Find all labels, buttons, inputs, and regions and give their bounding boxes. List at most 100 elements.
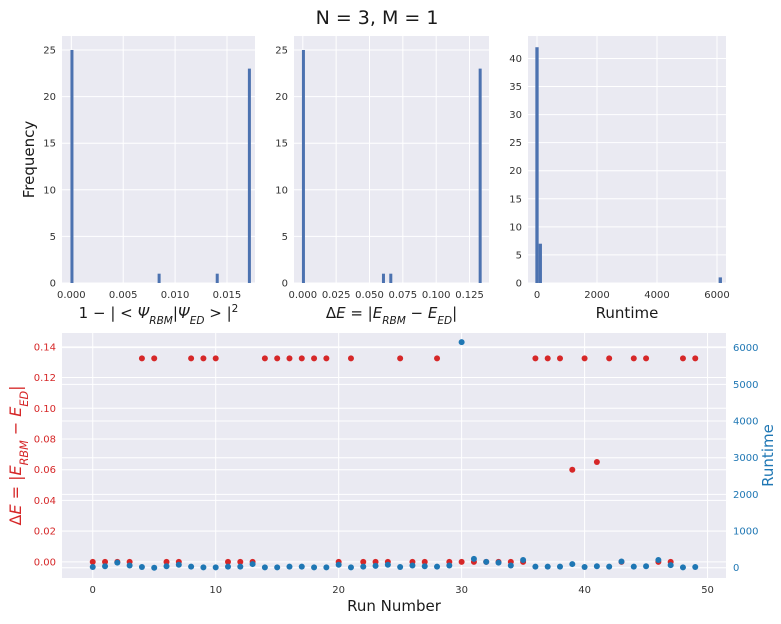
runtime-point [520, 557, 527, 564]
x-tick-label: 4000 [644, 290, 669, 301]
y-tick-label: 25 [43, 45, 56, 56]
histogram-bar [535, 47, 539, 284]
x-tick-label: 0.000 [288, 290, 317, 301]
y-tick-label: 15 [275, 139, 288, 150]
energy-error-point [261, 355, 268, 362]
x-axis-label: 1 − | < ΨRBM|ΨED > |2 [79, 303, 239, 327]
y-tick-label: 5 [50, 232, 56, 243]
histogram-bar [381, 273, 385, 283]
runtime-point [679, 564, 686, 571]
y-tick-label: 10 [275, 185, 288, 196]
energy-error-point [593, 459, 600, 466]
energy-error-point [163, 558, 170, 565]
energy-error-point [298, 355, 305, 362]
y-tick-label-right: 3000 [733, 453, 758, 464]
runtime-point [212, 564, 219, 571]
energy-error-point [89, 558, 96, 565]
x-tick-label: 40 [578, 585, 591, 596]
y-tick-label: 15 [509, 194, 522, 205]
runtime-point [557, 563, 563, 570]
runtime-point [458, 339, 465, 346]
runtime-point [643, 563, 650, 570]
plot-area [528, 36, 726, 283]
histogram-energy-error: 0.000 0.025 0.050 0.075 0.100 0.125 0 5 10 15 20 25… [275, 36, 489, 327]
energy-error-point [581, 355, 588, 362]
energy-error-point [643, 355, 650, 362]
y-tick-label: 20 [43, 92, 56, 103]
runtime-point [347, 564, 354, 571]
runtime-point [470, 555, 477, 562]
runtime-point [581, 563, 588, 570]
x-tick-label: 0.010 [161, 290, 190, 301]
y-tick-label-right: 2000 [733, 490, 758, 501]
figure-title: N = 3, M = 1 [316, 7, 439, 29]
runtime-point [200, 564, 207, 571]
y-tick-label: 5 [516, 250, 522, 261]
runtime-point [249, 561, 256, 568]
y-tick-label: 10 [43, 185, 56, 196]
energy-error-point [151, 355, 158, 362]
energy-error-point [311, 355, 318, 362]
x-tick-label: 0 [534, 290, 540, 301]
energy-error-point [606, 355, 613, 362]
energy-error-point [274, 355, 281, 362]
y-tick-label-left: 0.08 [34, 434, 56, 445]
histogram-bar [389, 273, 393, 283]
energy-error-point [323, 355, 330, 362]
x-tick-label: 0.025 [322, 290, 351, 301]
y-tick-label-right: 6000 [733, 343, 758, 354]
runtime-point [298, 563, 305, 570]
runtime-point [409, 562, 416, 569]
energy-error-point [138, 355, 145, 362]
histogram-fidelity: 0.000 0.005 0.010 0.015 0 5 10 15 20 25 1 − | < ΨR… [20, 36, 255, 327]
runtime-point [544, 563, 551, 570]
energy-error-point [544, 355, 551, 362]
histogram-bar [478, 68, 482, 283]
histogram-bar [247, 68, 251, 283]
y-tick-label: 40 [509, 54, 522, 65]
runtime-point [655, 557, 662, 564]
energy-error-point [212, 355, 219, 362]
runtime-point [495, 559, 502, 566]
runtime-point [188, 563, 195, 570]
y-tick-label-left: 0.02 [34, 527, 56, 538]
y-tick-label-right: 0 [733, 563, 739, 574]
y-tick-label: 15 [43, 139, 56, 150]
runtime-point [237, 563, 244, 570]
y-tick-label: 5 [282, 232, 288, 243]
energy-error-point [188, 355, 195, 362]
y-axis-label-left: ΔE = |ERBM − EED| [6, 385, 31, 525]
y-tick-label: 10 [509, 222, 522, 233]
runtime-point [667, 562, 674, 569]
energy-error-point [532, 355, 539, 362]
energy-error-point [286, 355, 293, 362]
energy-error-point [237, 558, 244, 565]
y-axis-label-right: Runtime [759, 424, 777, 487]
y-tick-label-left: 0.06 [34, 465, 56, 476]
energy-error-point [421, 558, 428, 565]
y-tick-label: 25 [275, 45, 288, 56]
x-tick-label: 0.015 [213, 290, 242, 301]
runtime-point [311, 564, 318, 571]
energy-error-point [347, 355, 354, 362]
runtime-point [384, 561, 391, 568]
y-axis-label: Frequency [20, 121, 38, 199]
x-tick-label: 0.100 [422, 290, 451, 301]
x-tick-label: 0 [90, 585, 96, 596]
histogram-bar [718, 277, 722, 283]
runtime-point [618, 558, 625, 565]
histogram-bar [301, 49, 305, 283]
histogram-bar [215, 273, 219, 283]
runtime-point [606, 563, 613, 570]
x-tick-label: 0.000 [57, 290, 86, 301]
y-tick-label-left: 0.14 [34, 342, 56, 353]
energy-error-point [458, 558, 465, 565]
runtime-point [532, 563, 539, 570]
plot-area [62, 36, 255, 283]
runtime-point [175, 561, 182, 568]
histogram-bar [70, 49, 74, 283]
energy-error-point [630, 355, 637, 362]
runtime-point [225, 563, 231, 570]
x-tick-label: 2000 [584, 290, 609, 301]
